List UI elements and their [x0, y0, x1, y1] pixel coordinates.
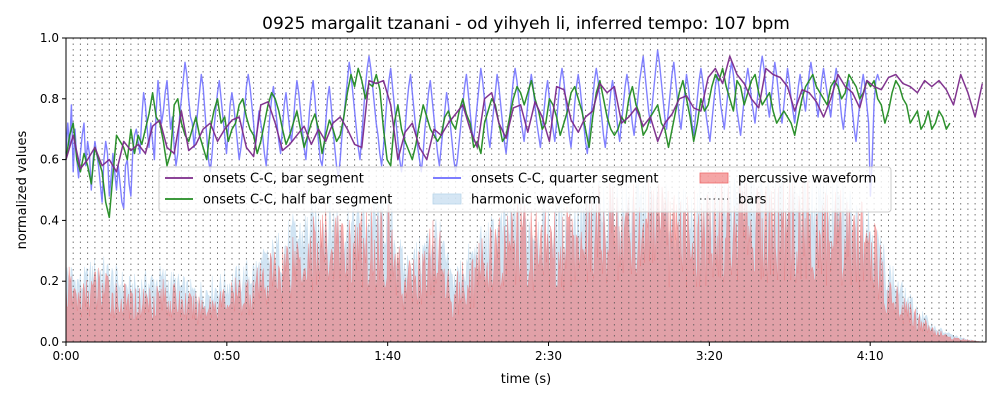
x-tick-label: 2:30: [535, 349, 562, 363]
x-tick-label: 0:00: [53, 349, 80, 363]
chart-title: 0925 margalit tzanani - od yihyeh li, in…: [262, 14, 790, 34]
legend-label: onsets C-C, half bar segment: [203, 193, 392, 208]
area-percussive-waveform: [65, 178, 986, 343]
x-axis-label: time (s): [501, 372, 551, 387]
y-tick-label: 0.4: [40, 213, 59, 227]
chart-legend: onsets C-C, bar segment onsets C-C, half …: [158, 166, 892, 213]
legend-label: onsets C-C, bar segment: [203, 172, 364, 187]
y-tick-label: 0.0: [40, 335, 59, 349]
y-tick-label: 0.6: [40, 153, 59, 167]
x-tick-label: 0:50: [213, 349, 240, 363]
plot-area: 0:00 0:50 1:40 2:30 3:20 4:10 0.0 0.2 0.4 0.6 0.8 1…: [40, 31, 987, 363]
y-tick-label: 0.8: [40, 92, 59, 106]
x-tick-label: 3:20: [696, 349, 723, 363]
legend-label: onsets C-C, quarter segment: [471, 172, 658, 187]
legend-label: harmonic waveform: [471, 193, 601, 208]
series-line-onsets-C-C-bar-segment: [65, 55, 984, 173]
legend-label: percussive waveform: [738, 172, 876, 187]
x-tick-label: 1:40: [374, 349, 401, 363]
x-tick-label: 4:10: [857, 349, 884, 363]
legend-label: bars: [738, 193, 767, 208]
y-tick-label: 0.2: [40, 274, 59, 288]
y-tick-label: 1.0: [40, 31, 59, 45]
legend-swatch: [432, 193, 462, 205]
legend-swatch: [699, 172, 729, 184]
plot-frame: [65, 37, 987, 343]
series-line-onsets-C-C-half-bar-segment: [65, 67, 951, 219]
y-axis-label: normalized values: [15, 130, 30, 249]
